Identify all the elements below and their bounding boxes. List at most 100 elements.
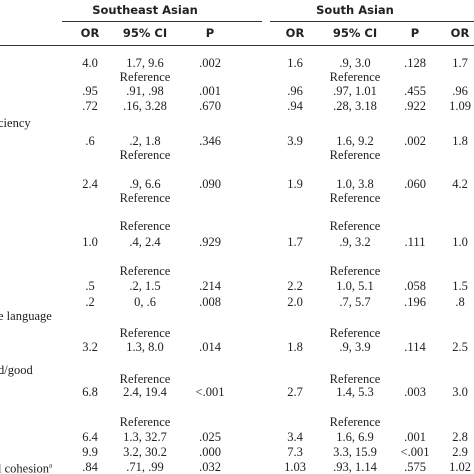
cell: Reference <box>329 326 381 340</box>
cell: .025 <box>199 430 221 444</box>
cell: 1.0 <box>82 235 98 249</box>
column-header: OR <box>285 26 305 40</box>
cell: Reference <box>329 264 381 278</box>
cell: .455 <box>404 84 426 98</box>
cell: .2 <box>85 295 95 309</box>
cell: 1.6, 6.9 <box>336 430 374 444</box>
cell: .008 <box>199 295 221 309</box>
cell: Reference <box>119 219 171 233</box>
cell: .214 <box>199 279 221 293</box>
row-label: d/good <box>0 363 33 377</box>
cell: .84 <box>82 460 98 474</box>
cell: .71, .99 <box>126 460 164 474</box>
cell: Reference <box>329 415 381 429</box>
cell: .9, 3.2 <box>339 235 371 249</box>
cell: .91, .98 <box>126 84 164 98</box>
cell: 1.09 <box>449 99 471 113</box>
cell: .6 <box>85 134 95 148</box>
cell: .000 <box>199 445 221 459</box>
cell: Reference <box>119 70 171 84</box>
group-header: South Asian <box>316 3 394 17</box>
cell: 2.8 <box>452 430 468 444</box>
cell: <.001 <box>195 385 225 399</box>
cell: 3.0 <box>452 385 468 399</box>
cell: Reference <box>119 415 171 429</box>
cell: Reference <box>119 264 171 278</box>
row-label: e language <box>0 309 52 323</box>
cell: .001 <box>199 84 221 98</box>
cell: .922 <box>404 99 426 113</box>
column-header: 95% CI <box>332 26 378 40</box>
cell: .28, 3.18 <box>333 99 377 113</box>
cell: 1.9 <box>287 177 303 191</box>
cell: 1.0, 5.1 <box>336 279 374 293</box>
cell: .72 <box>82 99 98 113</box>
cell: .002 <box>199 56 221 70</box>
cell: Reference <box>329 70 381 84</box>
cell: 4.0 <box>82 56 98 70</box>
cell: 1.03 <box>284 460 306 474</box>
cell: .114 <box>404 340 426 354</box>
cell: .111 <box>404 235 426 249</box>
cell: 1.7, 9.6 <box>126 56 164 70</box>
cell: Reference <box>119 372 171 386</box>
cell: Reference <box>119 148 171 162</box>
cell: 1.8 <box>452 134 468 148</box>
cell: 2.4, 19.4 <box>123 385 167 399</box>
cell: 1.8 <box>287 340 303 354</box>
row-label: ciency <box>0 116 31 130</box>
cell: .032 <box>199 460 221 474</box>
cell: 9.9 <box>82 445 98 459</box>
row-label: l cohesiona <box>0 461 53 474</box>
group-header: Southeast Asian <box>92 3 198 17</box>
cell: .058 <box>404 279 426 293</box>
cell: 6.8 <box>82 385 98 399</box>
cell: 1.0, 3.8 <box>336 177 374 191</box>
cell: .128 <box>404 56 426 70</box>
cell: 4.2 <box>452 177 468 191</box>
cell: .003 <box>404 385 426 399</box>
cell: .7, 5.7 <box>339 295 371 309</box>
cell: 1.7 <box>452 56 468 70</box>
cell: .97, 1.01 <box>333 84 377 98</box>
cell: .060 <box>404 177 426 191</box>
cell: .2, 1.8 <box>129 134 161 148</box>
column-header: OR <box>450 26 470 40</box>
cell: Reference <box>119 191 171 205</box>
cell: .5 <box>85 279 95 293</box>
cell: .96 <box>287 84 303 98</box>
cell: .670 <box>199 99 221 113</box>
cell: 3.3, 15.9 <box>333 445 377 459</box>
footnote-mark: a <box>49 461 53 470</box>
cell: <.001 <box>400 445 430 459</box>
cell: .4, 2.4 <box>129 235 161 249</box>
cell: 2.7 <box>287 385 303 399</box>
cell: 1.4, 5.3 <box>336 385 374 399</box>
cell: 1.5 <box>452 279 468 293</box>
cell: 2.5 <box>452 340 468 354</box>
group-rule <box>270 21 474 22</box>
cell: .95 <box>82 84 98 98</box>
column-header: OR <box>80 26 100 40</box>
cell: 6.4 <box>82 430 98 444</box>
cell: 0, .6 <box>134 295 156 309</box>
cell: 1.0 <box>452 235 468 249</box>
cell: .2, 1.5 <box>129 279 161 293</box>
cell: .014 <box>199 340 221 354</box>
cell: Reference <box>329 191 381 205</box>
cell: 3.9 <box>287 134 303 148</box>
cell: 3.4 <box>287 430 303 444</box>
cell: 1.6 <box>287 56 303 70</box>
column-header: P <box>410 26 420 40</box>
cell: .9, 6.6 <box>129 177 161 191</box>
cell: .96 <box>452 84 468 98</box>
header-rule <box>0 45 474 46</box>
cell: .9, 3.0 <box>339 56 371 70</box>
cell: .575 <box>404 460 426 474</box>
cell: 2.0 <box>287 295 303 309</box>
cell: 3.2, 30.2 <box>123 445 167 459</box>
cell: .196 <box>404 295 426 309</box>
cell: .9, 3.9 <box>339 340 371 354</box>
cell: .8 <box>455 295 465 309</box>
